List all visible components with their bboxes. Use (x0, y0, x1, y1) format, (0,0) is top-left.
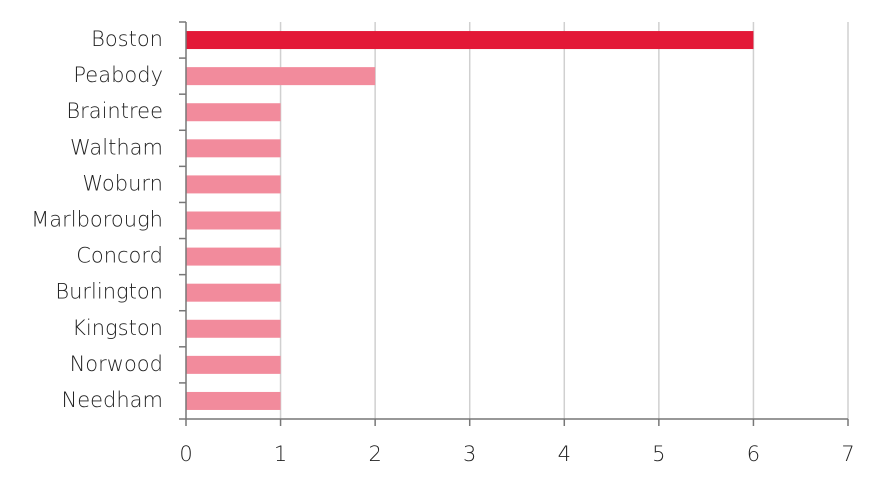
x-tick-label: 3 (463, 442, 476, 466)
x-tick-label: 1 (274, 442, 287, 466)
y-tick-label: Woburn (82, 171, 163, 195)
bar (186, 355, 281, 374)
bar (186, 283, 281, 302)
bar (186, 319, 281, 338)
x-tick-label: 5 (652, 442, 665, 466)
y-tick-label: Norwood (70, 352, 163, 376)
y-tick-label: Marlborough (31, 208, 163, 232)
bar (186, 67, 376, 86)
bar (186, 31, 754, 50)
y-tick-label: Burlington (55, 280, 163, 304)
y-tick-label: Kingston (72, 316, 163, 340)
x-tick-label: 4 (558, 442, 571, 466)
bar (186, 175, 281, 194)
y-tick-label: Peabody (73, 63, 163, 87)
bar (186, 139, 281, 158)
x-tick-label: 7 (841, 442, 854, 466)
bar (186, 103, 281, 122)
x-tick-label: 2 (368, 442, 381, 466)
bar (186, 211, 281, 230)
y-tick-label: Boston (91, 27, 163, 51)
y-tick-label: Concord (76, 244, 163, 268)
y-tick-label: Needham (61, 388, 163, 412)
x-tick-label: 0 (179, 442, 192, 466)
y-tick-label: Waltham (70, 135, 163, 159)
y-tick-label: Braintree (66, 99, 163, 123)
bar (186, 247, 281, 266)
x-tick-label: 6 (747, 442, 760, 466)
bar (186, 391, 281, 410)
